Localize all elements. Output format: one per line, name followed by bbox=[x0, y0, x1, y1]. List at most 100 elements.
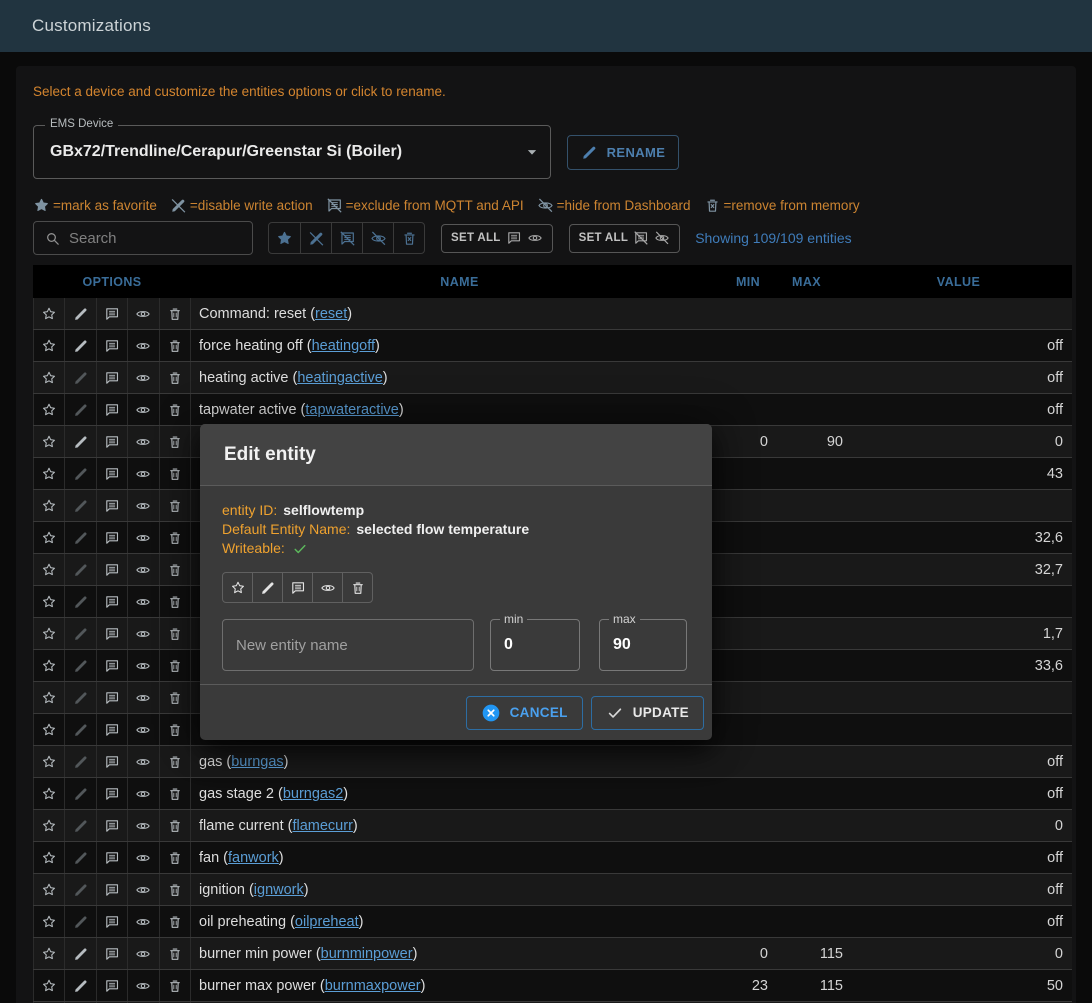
trash-icon[interactable] bbox=[160, 682, 191, 713]
entity-id-link[interactable]: heatingoff bbox=[311, 337, 376, 354]
favorite-star-icon[interactable] bbox=[34, 330, 66, 361]
table-row[interactable]: gas (burngas) off bbox=[33, 746, 1072, 778]
trash-icon[interactable] bbox=[160, 810, 191, 841]
trash-icon[interactable] bbox=[160, 874, 191, 905]
comment-icon[interactable] bbox=[97, 490, 129, 521]
edit-pencil-icon[interactable] bbox=[65, 586, 97, 617]
comment-icon[interactable] bbox=[97, 426, 129, 457]
table-row[interactable]: gas stage 2 (burngas2) off bbox=[33, 778, 1072, 810]
comment-icon[interactable] bbox=[97, 970, 129, 1001]
filter-disable-write-button[interactable] bbox=[300, 223, 331, 253]
edit-pencil-icon[interactable] bbox=[65, 362, 97, 393]
table-row[interactable]: Command: reset (reset) bbox=[33, 298, 1072, 330]
favorite-star-icon[interactable] bbox=[34, 586, 66, 617]
entity-id-link[interactable]: burngas2 bbox=[282, 785, 344, 802]
favorite-star-icon[interactable] bbox=[34, 394, 66, 425]
comment-icon[interactable] bbox=[97, 682, 129, 713]
search-input[interactable] bbox=[69, 229, 239, 247]
entity-id-link[interactable]: flamecurr bbox=[292, 817, 353, 834]
edit-pencil-icon[interactable] bbox=[65, 682, 97, 713]
edit-pencil-icon[interactable] bbox=[65, 458, 97, 489]
edit-pencil-icon[interactable] bbox=[65, 394, 97, 425]
min-input[interactable] bbox=[491, 620, 579, 670]
comment-icon[interactable] bbox=[97, 458, 129, 489]
table-row[interactable]: oil preheating (oilpreheat) off bbox=[33, 906, 1072, 938]
edit-pencil-icon[interactable] bbox=[65, 874, 97, 905]
filter-remove-memory-button[interactable] bbox=[393, 223, 424, 253]
eye-icon[interactable] bbox=[128, 330, 160, 361]
edit-pencil-icon[interactable] bbox=[65, 554, 97, 585]
eye-icon[interactable] bbox=[128, 618, 160, 649]
edit-pencil-icon[interactable] bbox=[65, 522, 97, 553]
table-row[interactable]: ignition (ignwork) off bbox=[33, 874, 1072, 906]
favorite-star-icon[interactable] bbox=[34, 554, 66, 585]
trash-icon[interactable] bbox=[160, 394, 191, 425]
ems-device-select[interactable]: EMS Device GBx72/Trendline/Cerapur/Green… bbox=[33, 118, 551, 179]
trash-icon[interactable] bbox=[160, 746, 191, 777]
table-row[interactable]: burner min power (burnminpower) 0 115 0 bbox=[33, 938, 1072, 970]
favorite-star-icon[interactable] bbox=[34, 714, 66, 745]
edit-pencil-icon[interactable] bbox=[65, 938, 97, 969]
favorite-star-icon[interactable] bbox=[34, 618, 66, 649]
eye-icon[interactable] bbox=[128, 778, 160, 809]
entity-id-link[interactable]: fanwork bbox=[228, 849, 279, 866]
eye-icon[interactable] bbox=[128, 458, 160, 489]
trash-icon[interactable] bbox=[160, 298, 191, 329]
favorite-star-icon[interactable] bbox=[34, 650, 66, 681]
eye-icon[interactable] bbox=[128, 938, 160, 969]
favorite-star-icon[interactable] bbox=[34, 426, 66, 457]
entity-id-link[interactable]: reset bbox=[315, 305, 348, 322]
comment-icon[interactable] bbox=[97, 714, 129, 745]
trash-icon[interactable] bbox=[160, 714, 191, 745]
favorite-star-icon[interactable] bbox=[34, 522, 66, 553]
search-box[interactable] bbox=[33, 221, 253, 255]
eye-icon[interactable] bbox=[128, 714, 160, 745]
favorite-star-icon[interactable] bbox=[34, 970, 66, 1001]
toggle-visible-button[interactable] bbox=[312, 572, 343, 603]
table-row[interactable]: tapwater active (tapwateractive) off bbox=[33, 394, 1072, 426]
comment-icon[interactable] bbox=[97, 330, 129, 361]
eye-icon[interactable] bbox=[128, 522, 160, 553]
trash-icon[interactable] bbox=[160, 938, 191, 969]
entity-id-link[interactable]: burnmaxpower bbox=[324, 977, 421, 994]
comment-icon[interactable] bbox=[97, 874, 129, 905]
comment-icon[interactable] bbox=[97, 938, 129, 969]
table-row[interactable]: flame current (flamecurr) 0 bbox=[33, 810, 1072, 842]
comment-icon[interactable] bbox=[97, 842, 129, 873]
trash-icon[interactable] bbox=[160, 458, 191, 489]
trash-icon[interactable] bbox=[160, 842, 191, 873]
edit-pencil-icon[interactable] bbox=[65, 330, 97, 361]
comment-icon[interactable] bbox=[97, 746, 129, 777]
table-row[interactable]: burner max power (burnmaxpower) 23 115 5… bbox=[33, 970, 1072, 1002]
edit-pencil-icon[interactable] bbox=[65, 650, 97, 681]
eye-icon[interactable] bbox=[128, 490, 160, 521]
edit-pencil-icon[interactable] bbox=[65, 906, 97, 937]
trash-icon[interactable] bbox=[160, 362, 191, 393]
eye-icon[interactable] bbox=[128, 682, 160, 713]
eye-icon[interactable] bbox=[128, 298, 160, 329]
comment-icon[interactable] bbox=[97, 362, 129, 393]
update-button[interactable]: UPDATE bbox=[590, 695, 704, 730]
eye-icon[interactable] bbox=[128, 394, 160, 425]
edit-pencil-icon[interactable] bbox=[65, 778, 97, 809]
toggle-write-button[interactable] bbox=[252, 572, 283, 603]
edit-pencil-icon[interactable] bbox=[65, 746, 97, 777]
eye-icon[interactable] bbox=[128, 362, 160, 393]
eye-icon[interactable] bbox=[128, 970, 160, 1001]
eye-icon[interactable] bbox=[128, 810, 160, 841]
eye-icon[interactable] bbox=[128, 874, 160, 905]
comment-icon[interactable] bbox=[97, 906, 129, 937]
toggle-favorite-button[interactable] bbox=[222, 572, 253, 603]
favorite-star-icon[interactable] bbox=[34, 458, 66, 489]
trash-icon[interactable] bbox=[160, 426, 191, 457]
eye-icon[interactable] bbox=[128, 746, 160, 777]
edit-pencil-icon[interactable] bbox=[65, 298, 97, 329]
edit-pencil-icon[interactable] bbox=[65, 810, 97, 841]
trash-icon[interactable] bbox=[160, 618, 191, 649]
entity-id-link[interactable]: burnminpower bbox=[320, 945, 413, 962]
trash-icon[interactable] bbox=[160, 970, 191, 1001]
favorite-star-icon[interactable] bbox=[34, 810, 66, 841]
trash-icon[interactable] bbox=[160, 650, 191, 681]
entity-id-link[interactable]: heatingactive bbox=[297, 369, 383, 386]
edit-pencil-icon[interactable] bbox=[65, 618, 97, 649]
